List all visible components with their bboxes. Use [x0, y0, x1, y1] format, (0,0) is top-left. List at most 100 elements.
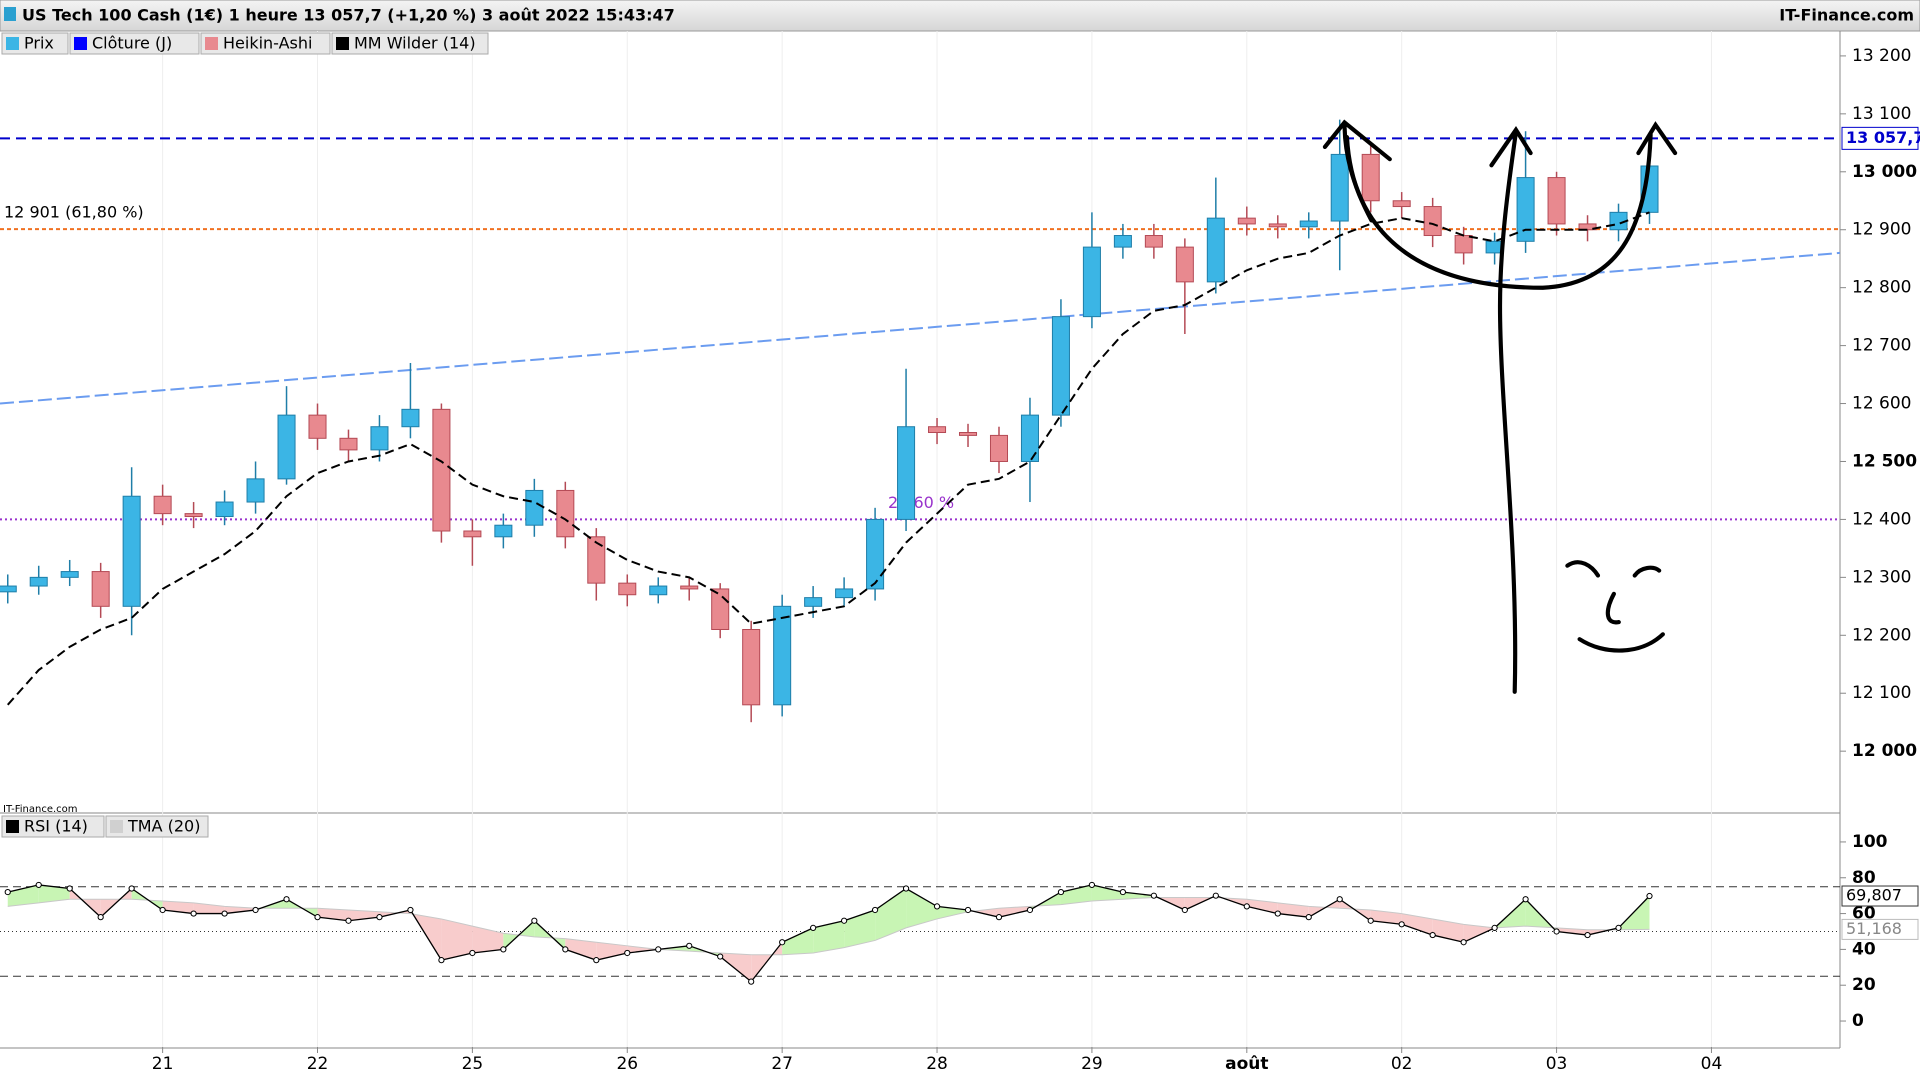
- x-tick-label: 03: [1546, 1054, 1568, 1074]
- candle-body: [1144, 235, 1163, 248]
- rsi-point: [1460, 939, 1467, 946]
- candle-body: [525, 489, 544, 526]
- legend-label: Prix: [24, 34, 54, 53]
- legend-label: TMA (20): [127, 817, 200, 836]
- rsi-point: [1522, 896, 1529, 903]
- rsi-point: [314, 914, 321, 921]
- legend-label: Heikin-Ashi: [223, 34, 312, 53]
- rsi-tma-fill: [565, 938, 597, 961]
- legend-label: Clôture (J): [92, 34, 172, 53]
- rsi-point: [779, 939, 786, 946]
- rsi-point: [1646, 892, 1653, 900]
- rsi-tma-fill: [596, 942, 628, 961]
- x-tick-label: août: [1225, 1054, 1268, 1074]
- y-tick-label: 40: [1852, 939, 1876, 959]
- legend-label: MM Wilder (14): [354, 34, 476, 53]
- rsi-point: [686, 942, 693, 949]
- rsi-point: [190, 910, 197, 917]
- candle-body: [773, 605, 792, 706]
- rsi-point: [1398, 921, 1405, 928]
- candle-body: [556, 489, 575, 538]
- ma-line: [6, 211, 1650, 706]
- candle-body: [29, 576, 48, 587]
- y-tick-label: 12 100: [1852, 683, 1911, 703]
- rsi-tma-fill: [441, 918, 473, 961]
- candle-body: [370, 426, 389, 451]
- rsi-point: [1367, 917, 1374, 924]
- rsi-tma-fill: [906, 888, 938, 928]
- rsi-tma-fill: [1401, 913, 1433, 936]
- x-tick-label: 22: [307, 1054, 329, 1074]
- rsi-point: [1119, 888, 1126, 896]
- y-tick-label: 12 800: [1852, 278, 1911, 298]
- rsi-point: [1243, 903, 1250, 910]
- x-tick-label: 25: [462, 1054, 484, 1074]
- candle-body: [153, 495, 172, 515]
- rsi-tma-fill: [875, 888, 907, 941]
- candle-body: [1423, 206, 1442, 237]
- rsi-point: [159, 906, 166, 914]
- candle-body: [1175, 246, 1194, 283]
- candle-body: [463, 530, 482, 538]
- rsi-point: [252, 906, 259, 914]
- rsi-point: [531, 917, 538, 924]
- candle-body: [277, 414, 296, 480]
- x-tick-label: 02: [1391, 1054, 1413, 1074]
- rsi-point: [1584, 931, 1591, 939]
- rsi-tma-fill: [472, 926, 504, 953]
- rsi-point: [376, 914, 383, 921]
- rsi-point: [35, 881, 42, 889]
- rsi-point: [655, 946, 662, 953]
- candle-body: [618, 582, 637, 596]
- rsi-line: [7, 884, 1650, 983]
- rsi-point: [128, 885, 135, 892]
- candle-body: [1361, 153, 1380, 202]
- y-tick-label: 12 200: [1852, 625, 1911, 645]
- last-value-box: [1841, 918, 1919, 940]
- y-tick-label: 12 600: [1852, 394, 1911, 414]
- tma-line: [7, 896, 1650, 956]
- legend-swatch: [74, 37, 87, 50]
- candle-body: [0, 585, 17, 593]
- rsi-point: [469, 949, 476, 957]
- rsi-point: [593, 957, 600, 964]
- rsi-point: [1150, 892, 1157, 899]
- last-value-label: 69,807: [1846, 886, 1902, 905]
- rsi-point: [438, 957, 445, 964]
- rsi-tma-fill: [38, 884, 70, 903]
- candle-body: [649, 585, 668, 596]
- rsi-point: [933, 903, 941, 910]
- candle-body: [804, 597, 823, 607]
- legend-box: [105, 815, 209, 838]
- candle-body: [308, 414, 327, 439]
- trendline: [0, 251, 1841, 405]
- hand-drawing: [1322, 119, 1678, 694]
- legend-box: [200, 32, 331, 55]
- candle-body: [1578, 223, 1597, 231]
- rsi-point: [902, 885, 910, 892]
- candle-body: [1330, 153, 1349, 222]
- candle-body: [1392, 200, 1411, 208]
- candle-body: [742, 628, 761, 706]
- x-tick-label: 26: [616, 1054, 638, 1074]
- rsi-point: [1026, 906, 1034, 914]
- rsi-point: [810, 924, 817, 932]
- y-tick-label: 13 100: [1852, 104, 1911, 124]
- rsi-point: [4, 888, 11, 896]
- rsi-tma-fill: [1060, 884, 1092, 905]
- rsi-point: [500, 946, 507, 953]
- last-value-label: 51,168: [1846, 919, 1902, 938]
- candle-body: [1268, 223, 1287, 228]
- rsi-point: [345, 917, 352, 924]
- candle-body: [1547, 177, 1566, 225]
- candle-body: [401, 408, 420, 428]
- rsi-point: [995, 914, 1003, 921]
- watermark: IT-Finance.com: [3, 804, 78, 815]
- rsi-point: [624, 949, 631, 957]
- rsi-point: [1305, 914, 1312, 921]
- legend-swatch: [336, 37, 349, 50]
- rsi-point: [1553, 928, 1560, 935]
- candle-body: [122, 495, 141, 607]
- header-title: US Tech 100 Cash (1€) 1 heure 13 057,7 (…: [22, 6, 675, 25]
- rsi-point: [964, 906, 972, 914]
